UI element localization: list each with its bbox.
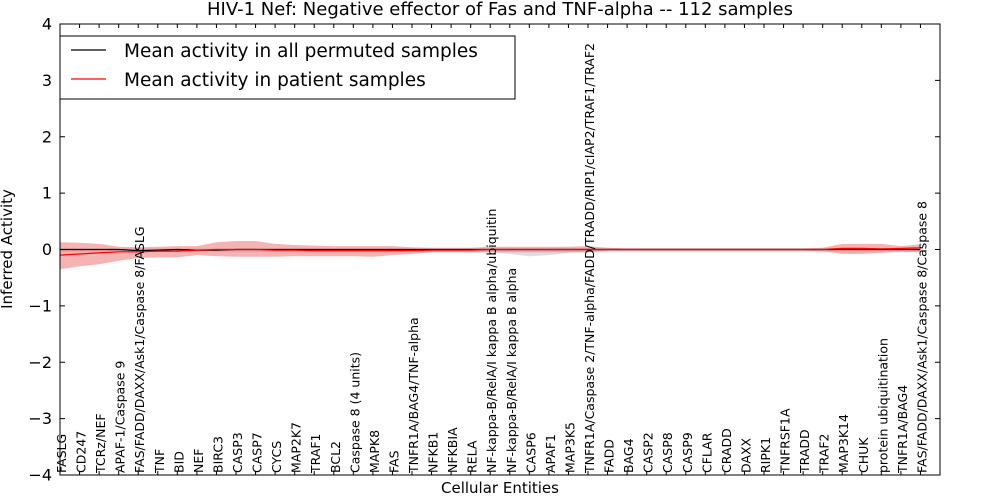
series-line-patient	[59, 247, 921, 256]
x-tick-label: CRADD	[719, 428, 734, 473]
x-tick-label: Caspase 8 (4 units)	[347, 352, 362, 473]
x-tick-label: TCRz/NEF	[93, 413, 108, 474]
series-lines	[59, 247, 921, 256]
x-tick-label: RELA	[465, 440, 480, 473]
x-tick-label: CASP8	[660, 432, 675, 473]
x-tick-label: TNFRSF1A	[778, 408, 793, 474]
x-tick-label: TRAF2	[817, 433, 832, 474]
x-tick-label: TRADD	[797, 429, 812, 474]
x-tick-label: NFKBIA	[445, 427, 460, 473]
x-tick-label: NEF	[191, 449, 206, 473]
x-tick-labels: FASLG CD247 TCRz/NEF APAF-1/Caspase 9 FAS/FA…	[54, 43, 929, 474]
legend-box	[59, 35, 516, 100]
x-tick-label: APAF-1/Caspase 9	[113, 361, 128, 473]
x-tick-label: NF-kappa-B/RelA/I kappa B alpha/ubiquiti…	[484, 209, 499, 473]
y-tick-label: 4	[42, 15, 52, 34]
x-tick-label: FAS/FADD/DAXX/Ask1/Caspase 8/FASLG	[132, 226, 147, 473]
x-tick-label: CASP9	[680, 432, 695, 473]
x-tick-label: MAPK8	[367, 430, 382, 473]
x-axis-label: Cellular Entities	[441, 479, 559, 497]
legend: Mean activity in all permuted samples Me…	[59, 35, 516, 100]
x-tick-label: FAS	[386, 450, 401, 473]
y-tick-label: 0	[42, 240, 52, 259]
x-tick-label: RIPK1	[758, 437, 773, 473]
x-tick-label: FADD	[602, 439, 617, 473]
x-tick-label: CFLAR	[699, 432, 714, 473]
axes: −4 −3 −2 −1 0 1 2 3 4	[28, 15, 941, 485]
x-tick-label: TNFR1A/BAG4	[895, 385, 910, 474]
x-tick-label: TNFR1A/Caspase 2/TNF-alpha/FADD/TRADD/RI…	[582, 43, 597, 474]
x-tick-label: CASP7	[250, 432, 265, 473]
y-tick-label: 1	[42, 184, 52, 203]
chart-title: HIV-1 Nef: Negative effector of Fas and …	[207, 0, 793, 20]
y-tick-label: 3	[42, 71, 52, 90]
x-tick-label: MAP3K5	[562, 422, 577, 473]
y-tick-label: −3	[28, 409, 52, 428]
y-tick-label: −1	[28, 296, 52, 315]
x-tick-label: NF-kappa-B/RelA/I kappa B alpha	[504, 268, 519, 473]
x-tick-label: DAXX	[738, 437, 753, 473]
x-tick-label: MAP2K7	[289, 422, 304, 473]
x-tick-label: FASLG	[54, 434, 69, 473]
y-tick-label: −4	[28, 466, 52, 485]
y-tick-label: −2	[28, 353, 52, 372]
y-axis-label: Inferred Activity	[0, 189, 16, 309]
y-tick-label: 2	[42, 127, 52, 146]
x-tick-label: MAP3K14	[836, 414, 851, 473]
x-tick-label: BID	[171, 451, 186, 473]
legend-label-patient: Mean activity in patient samples	[124, 70, 426, 91]
x-tick-label: TNFR1A/BAG4/TNF-alpha	[406, 317, 421, 474]
x-tick-label: BCL2	[328, 441, 343, 473]
legend-label-permuted: Mean activity in all permuted samples	[124, 41, 478, 62]
x-tick-label: CASP6	[523, 432, 538, 473]
x-tick-label: protein ubiquitination	[875, 338, 890, 473]
x-tick-label: NFKB1	[426, 432, 441, 473]
x-tick-label: CASP2	[641, 432, 656, 473]
x-tick-label: BIRC3	[210, 436, 225, 473]
x-tick-label: TRAF1	[308, 433, 323, 474]
x-tick-label: CASP3	[230, 432, 245, 473]
x-tick-label: TNF	[152, 449, 167, 474]
x-tick-label: APAF1	[543, 434, 558, 473]
x-tick-label: BAG4	[621, 438, 636, 473]
x-tick-label: CD247	[74, 431, 89, 473]
band-patient	[60, 241, 921, 270]
x-tick-label: CHUK	[856, 437, 871, 473]
x-tick-label: FAS/FADD/DAXX/Ask1/Caspase 8/Caspase 8	[914, 201, 929, 473]
x-tick-label: CYCS	[269, 441, 284, 473]
